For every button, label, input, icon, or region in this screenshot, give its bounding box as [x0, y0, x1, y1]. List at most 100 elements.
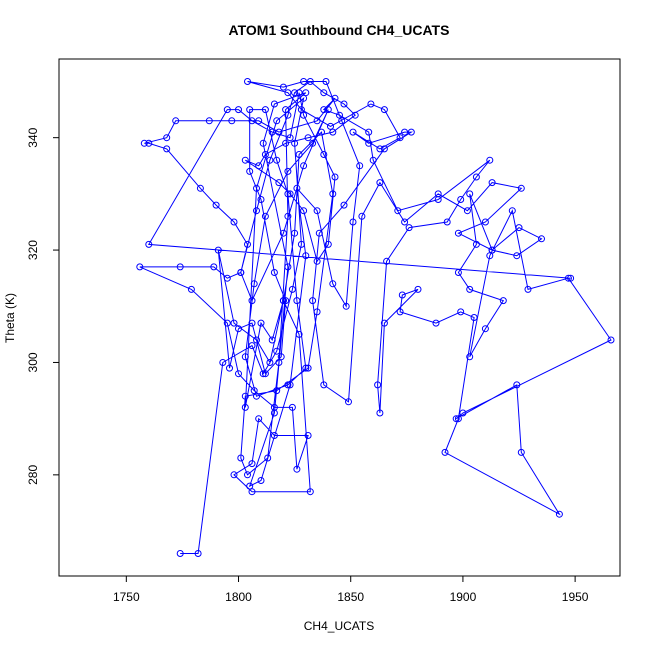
data-point [486, 156, 494, 164]
data-point [309, 297, 317, 305]
data-point [246, 167, 254, 175]
data-point [244, 471, 251, 479]
data-point [443, 218, 451, 226]
data-point [331, 94, 339, 102]
data-point [246, 106, 254, 114]
data-point [454, 415, 462, 423]
plot-area [58, 58, 621, 577]
data-point [145, 139, 153, 147]
data-point [376, 145, 384, 153]
data-point [270, 432, 278, 439]
data-point [241, 156, 249, 164]
data-point [376, 409, 384, 417]
data-point [291, 229, 299, 237]
data-point [235, 325, 242, 333]
data-point [300, 111, 308, 119]
data-point [196, 184, 204, 192]
chart-title: ATOM1 Southbound CH4_UCATS [229, 22, 450, 38]
data-point [466, 190, 474, 198]
data-point [380, 145, 388, 153]
data-point [241, 392, 249, 400]
data-point [279, 83, 287, 91]
x-axis: 1750 1800 1850 1900 1950 [113, 576, 589, 604]
data-point [273, 387, 281, 395]
data-point [466, 353, 474, 361]
data-point [486, 252, 494, 260]
data-point [237, 454, 245, 462]
data-point [277, 353, 285, 361]
data-point [284, 263, 292, 271]
data-point [508, 207, 516, 215]
data-point [223, 319, 231, 327]
data-point [358, 212, 366, 220]
data-point [275, 179, 283, 187]
data-point [255, 162, 263, 170]
data-point [259, 370, 267, 378]
data-point [607, 336, 615, 344]
data-point [176, 263, 184, 271]
data-point [136, 263, 144, 271]
data-point [342, 302, 350, 310]
data-point [434, 196, 442, 203]
data-point [304, 364, 312, 372]
series-line [139, 80, 612, 554]
data-point [172, 117, 180, 125]
data-point [463, 207, 471, 215]
data-point [253, 207, 260, 215]
x-tick-label: 1750 [113, 590, 140, 604]
data-point [324, 106, 332, 114]
data-point [284, 190, 292, 198]
data-point [270, 269, 278, 276]
data-point [300, 207, 308, 215]
data-point [248, 488, 256, 496]
data-point [472, 173, 480, 181]
series-group [136, 78, 615, 557]
data-point [454, 229, 462, 237]
data-point [313, 308, 321, 316]
data-point [320, 106, 328, 114]
data-point [513, 252, 521, 260]
data-point [253, 184, 260, 192]
data-point [481, 325, 489, 333]
data-point [470, 314, 478, 321]
data-point [259, 139, 267, 147]
data-point [452, 415, 460, 423]
data-point [331, 173, 339, 181]
data-point [369, 156, 377, 164]
data-point [286, 381, 294, 389]
data-point [432, 319, 440, 327]
data-point [441, 448, 449, 456]
data-point [275, 359, 283, 366]
data-point [255, 117, 263, 125]
data-point [286, 134, 294, 142]
data-point [300, 162, 308, 170]
data-point [212, 201, 220, 209]
y-axis: 280 300 320 340 [26, 127, 59, 485]
data-point [524, 285, 532, 293]
data-point [414, 285, 422, 293]
data-point [329, 128, 337, 136]
data-point [466, 285, 474, 293]
data-point [309, 139, 317, 147]
data-point [300, 78, 308, 85]
data-point [257, 477, 265, 484]
data-point [472, 240, 480, 248]
data-point [340, 201, 348, 209]
data-point [266, 156, 274, 164]
data-point [291, 139, 299, 147]
y-axis-label: Theta (K) [3, 293, 17, 343]
data-point [396, 134, 404, 142]
data-point [318, 128, 325, 136]
data-point [248, 297, 256, 305]
data-point [288, 403, 296, 411]
data-point [187, 285, 195, 293]
data-point [457, 308, 465, 316]
data-point [351, 111, 359, 119]
data-point [313, 117, 321, 125]
data-point [313, 257, 321, 265]
data-point [255, 415, 263, 423]
data-point [405, 224, 413, 232]
data-point [241, 353, 249, 361]
data-point [320, 89, 328, 97]
